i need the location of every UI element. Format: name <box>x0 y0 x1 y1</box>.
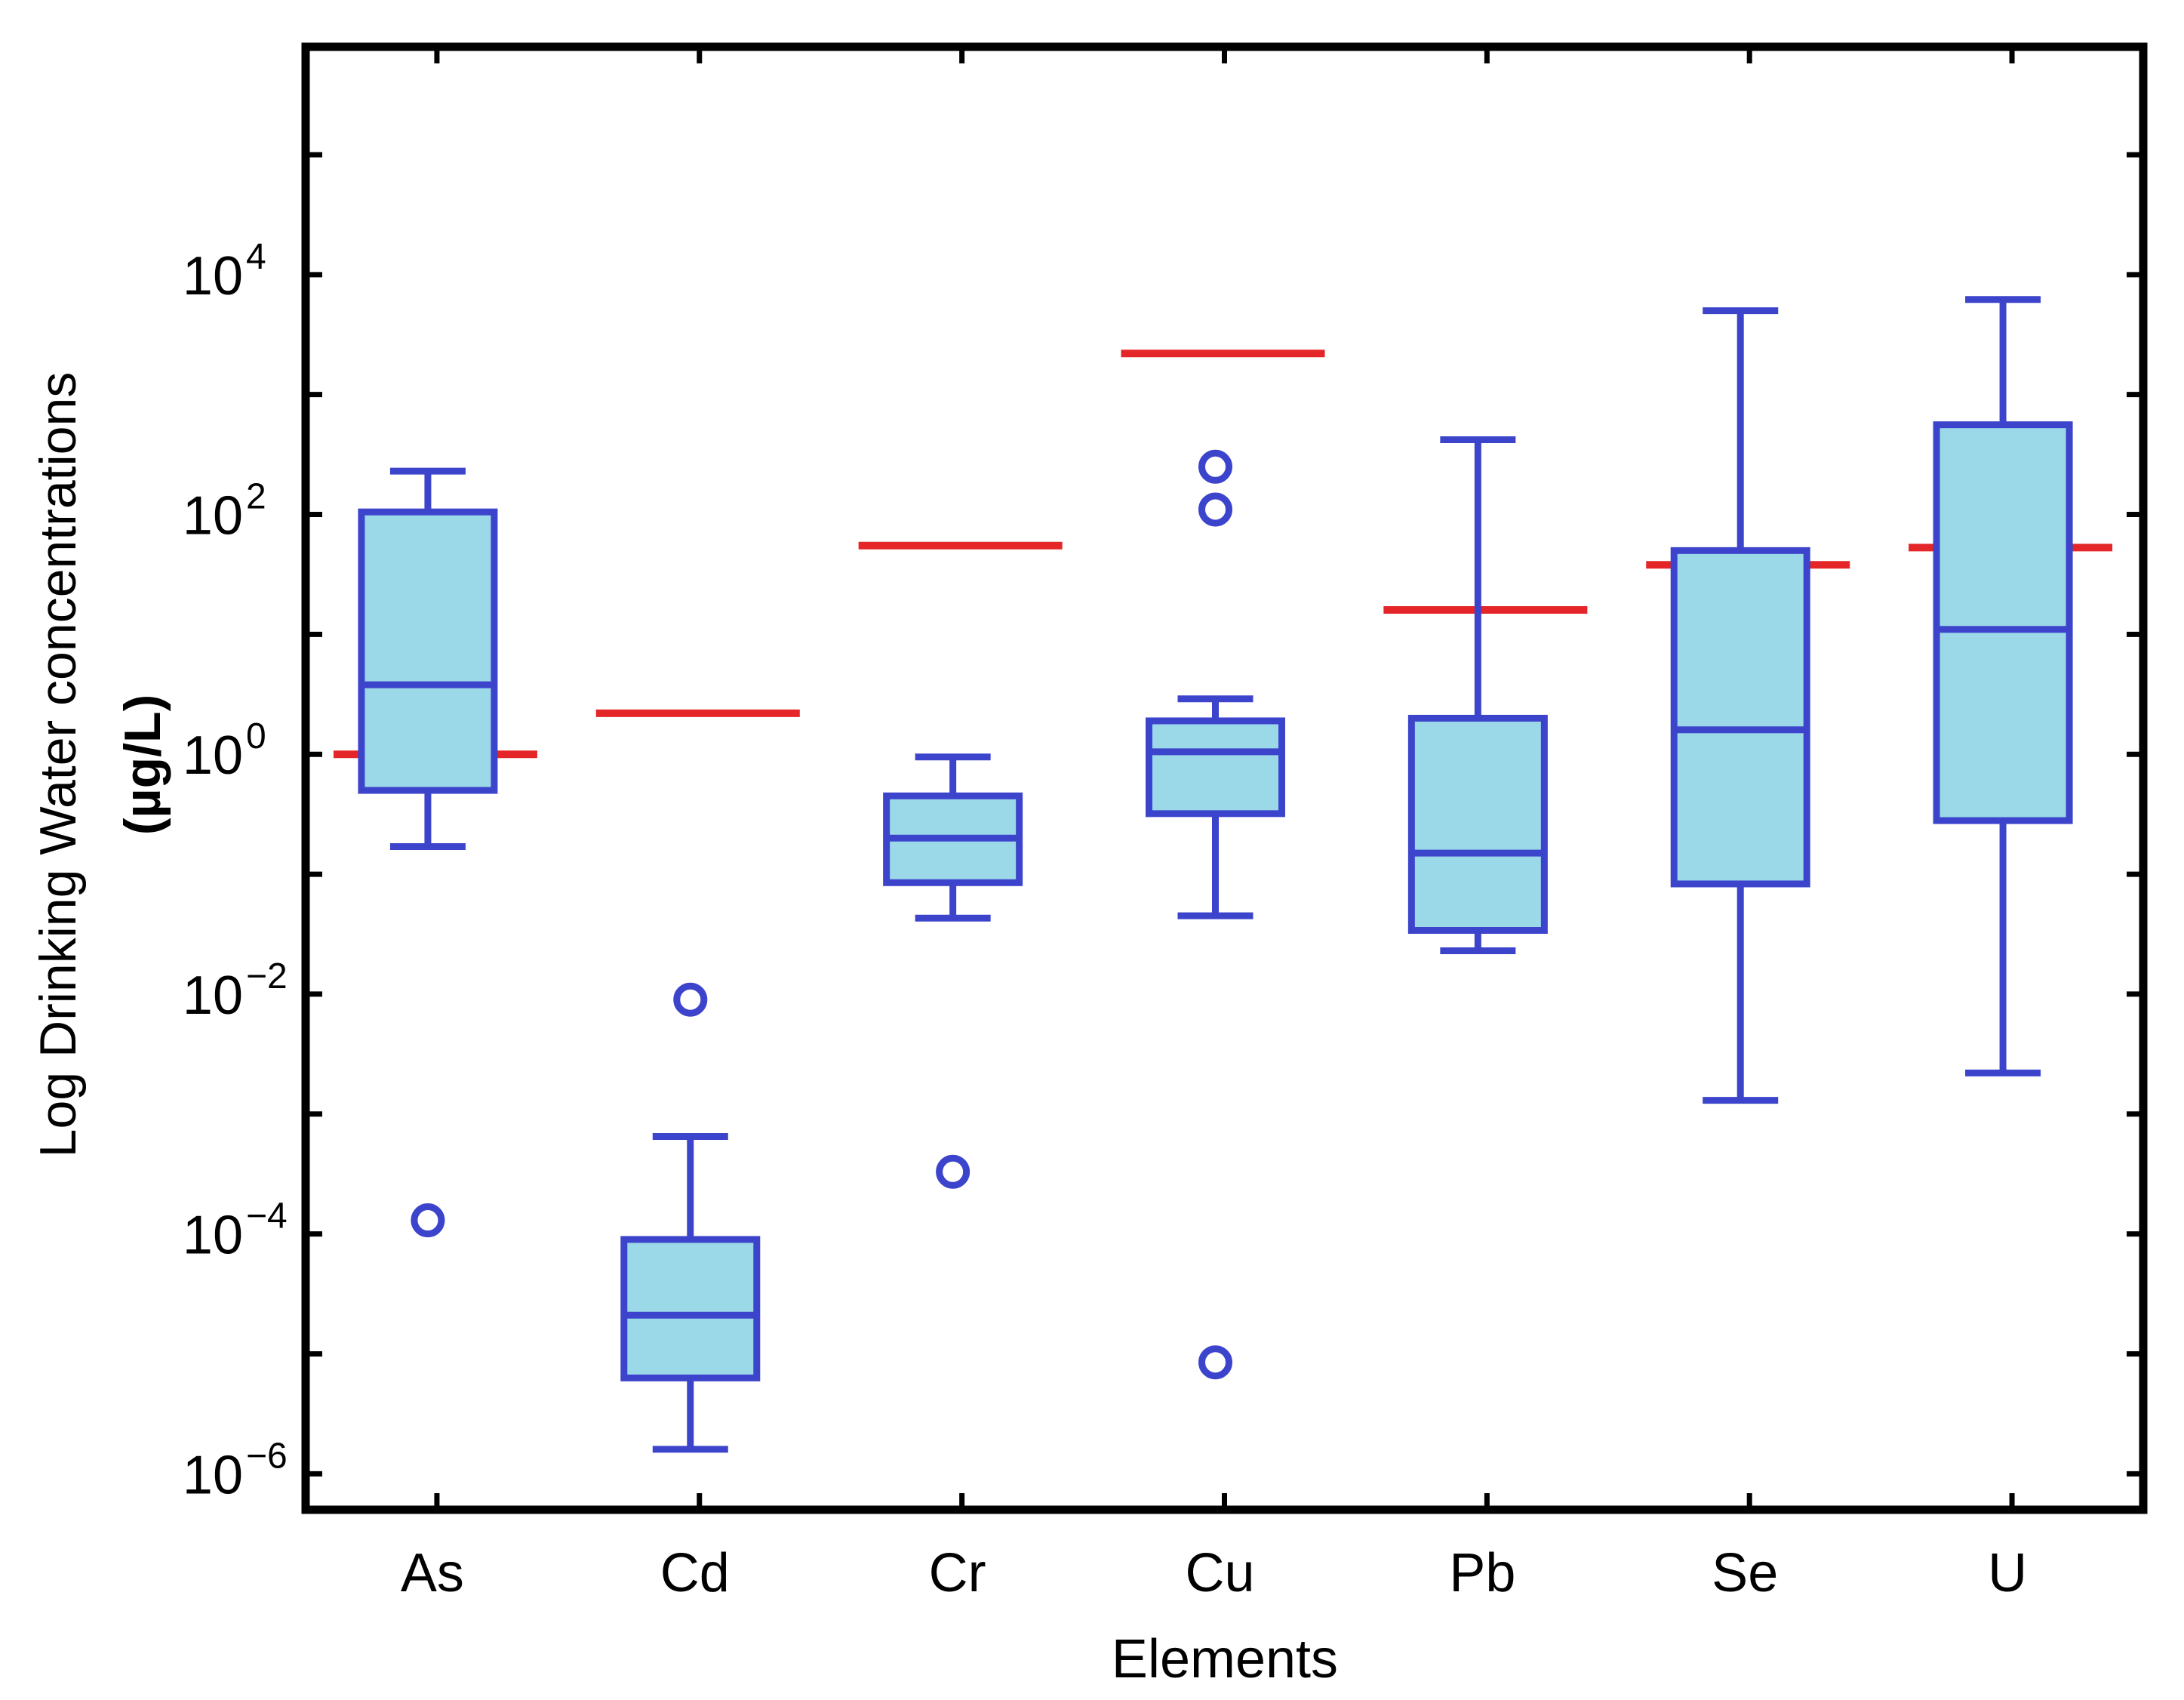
outlier-cu <box>1198 492 1232 527</box>
box-se <box>1670 547 1810 888</box>
y-tick-label-base: 10 <box>183 965 243 1026</box>
outlier-cd <box>673 982 708 1017</box>
x-tick-labels: As Cd Cr Cu Pb Se U <box>401 1543 2027 1603</box>
box-pb <box>1407 714 1548 935</box>
outlier-cu <box>1198 1345 1232 1380</box>
x-tick-label-u: U <box>1988 1543 2027 1603</box>
x-tick-label-cd: Cd <box>660 1543 730 1603</box>
outlier-cr <box>936 1154 970 1189</box>
box-u <box>1933 421 2073 824</box>
y-axis-label-line2: (µg/L) <box>114 694 171 835</box>
x-tick-label-pb: Pb <box>1449 1543 1515 1603</box>
y-axis-label-line1: Log Drinking Water concentrations <box>29 372 87 1158</box>
box-group-cu <box>1146 449 1285 1380</box>
x-tick-label-cu: Cu <box>1185 1543 1254 1603</box>
outlier-cu <box>1198 449 1232 484</box>
box-group-as <box>358 467 498 1238</box>
x-tick-label-se: Se <box>1712 1543 1778 1603</box>
y-tick-label-exponent: −2 <box>246 956 288 996</box>
y-tick-label-base: 10 <box>183 246 243 306</box>
box-cu <box>1146 717 1285 818</box>
box-group-u <box>1933 296 2073 1076</box>
outlier-as <box>411 1203 445 1238</box>
x-tick-label-cr: Cr <box>929 1543 986 1603</box>
y-tick-label-base: 10 <box>183 725 243 786</box>
box-layer <box>358 296 2073 1453</box>
x-tick-label-as: As <box>401 1543 464 1603</box>
y-tick-label-exponent: 0 <box>246 716 266 756</box>
box-group-cd <box>620 982 761 1453</box>
x-axis-label: Elements <box>1112 1629 1338 1689</box>
y-tick-label-base: 10 <box>183 1206 243 1266</box>
y-tick-label-exponent: 2 <box>246 477 266 517</box>
y-tick-label-exponent: −4 <box>246 1196 288 1237</box>
plot-area-frame <box>301 42 2148 1514</box>
box-group-pb <box>1407 436 1548 954</box>
y-tick-label-exponent: 4 <box>246 237 266 277</box>
y-tick-label-exponent: −6 <box>246 1436 288 1476</box>
y-tick-label-base: 10 <box>183 486 243 547</box>
y-tick-label-base: 10 <box>183 1445 243 1505</box>
box-group-se <box>1670 307 1810 1104</box>
box-cd <box>620 1236 761 1381</box>
box-as <box>358 508 498 794</box>
box-group-cr <box>883 753 1023 1189</box>
